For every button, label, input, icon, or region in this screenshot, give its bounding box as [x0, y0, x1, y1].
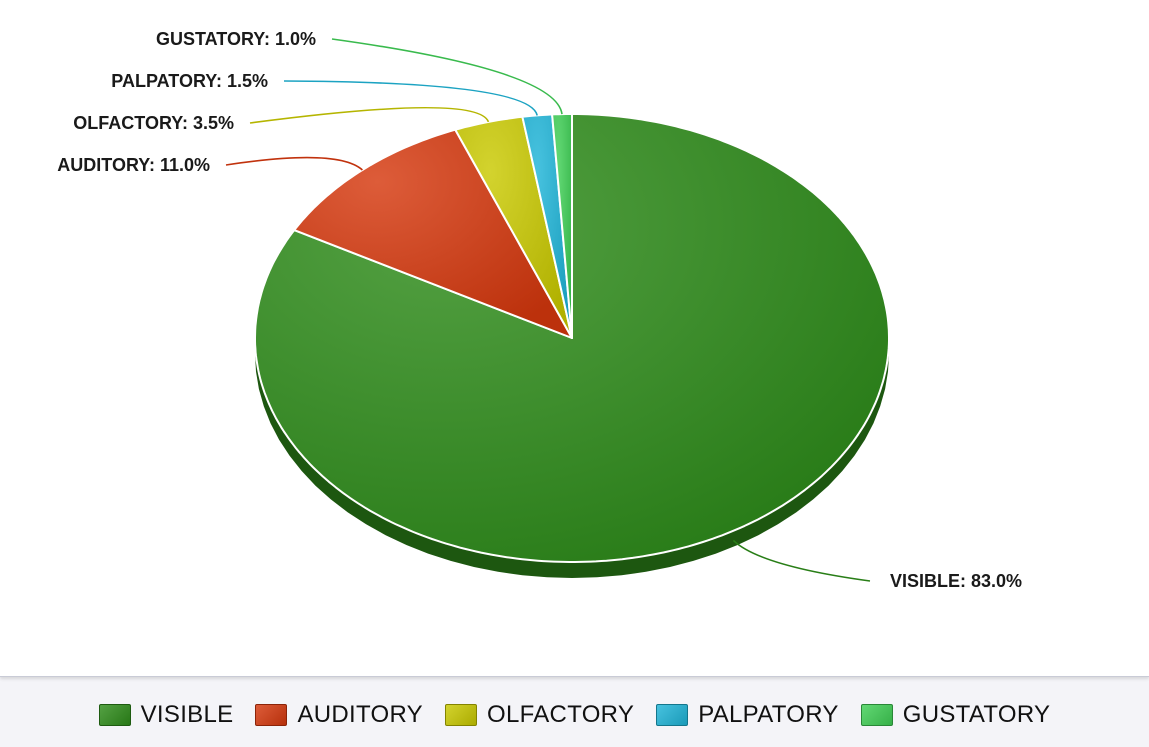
legend-label-auditory: AUDITORY — [297, 701, 423, 728]
legend-swatch-auditory — [255, 704, 288, 726]
legend-item-auditory[interactable]: AUDITORY — [255, 700, 423, 730]
legend-swatch-gustatory — [860, 704, 893, 726]
leader-line-olfactory — [249, 106, 490, 124]
leader-lines — [225, 38, 871, 582]
legend-label-olfactory: OLFACTORY — [487, 701, 635, 728]
chart-legend: VISIBLE AUDITORY OLFACTORY PALPATORY GUS… — [0, 700, 1149, 747]
pie-slices — [254, 113, 890, 563]
slice-label-olfactory: OLFACTORY: 3.5% — [73, 113, 234, 133]
legend-swatch-visible — [98, 704, 131, 726]
slice-label-palpatory: PALPATORY: 1.5% — [111, 71, 268, 91]
slice-label-visible: VISIBLE: 83.0% — [890, 571, 1022, 591]
slice-label-auditory: AUDITORY: 11.0% — [57, 155, 210, 175]
leader-line-visible — [732, 539, 871, 582]
chart-panel: VISIBLE: 83.0% AUDITORY: 11.0% OLFACTORY: … — [0, 0, 1149, 677]
legend-item-gustatory[interactable]: GUSTATORY — [860, 700, 1051, 730]
legend-swatch-olfactory — [445, 704, 477, 726]
legend-swatch-palpatory — [656, 704, 689, 726]
leader-line-palpatory — [283, 80, 538, 116]
slice-label-gustatory: GUSTATORY: 1.0% — [156, 29, 316, 49]
leader-line-auditory — [225, 156, 363, 171]
legend-label-palpatory: PALPATORY — [698, 701, 839, 728]
legend-label-visible: VISIBLE — [140, 701, 234, 728]
pie-chart: VISIBLE: 83.0% AUDITORY: 11.0% OLFACTORY: … — [57, 29, 1022, 591]
leader-line-gustatory — [331, 38, 563, 115]
legend-label-gustatory: GUSTATORY — [902, 701, 1051, 728]
legend-item-visible[interactable]: VISIBLE — [98, 700, 234, 730]
legend-item-olfactory[interactable]: OLFACTORY — [445, 700, 634, 730]
slice-labels: VISIBLE: 83.0% AUDITORY: 11.0% OLFACTORY: … — [57, 29, 1022, 591]
legend-item-palpatory[interactable]: PALPATORY — [656, 700, 839, 730]
